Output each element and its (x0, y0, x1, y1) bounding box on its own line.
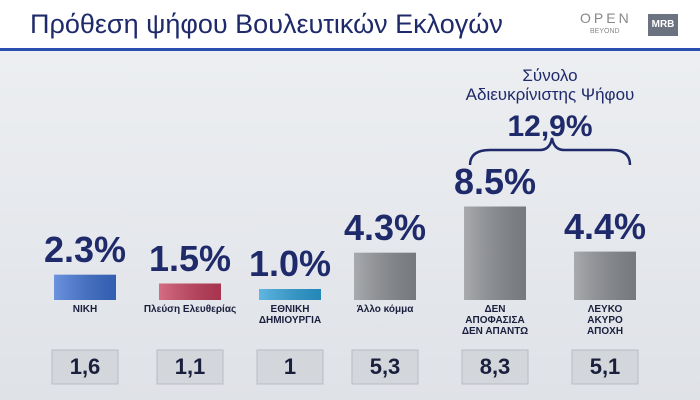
value-label: 4.4% (563, 205, 647, 247)
previous-box (256, 349, 324, 385)
value-label: 1.5% (148, 237, 232, 279)
previous-box (351, 349, 419, 385)
value-label: 4.3% (343, 206, 427, 248)
bar-shade (354, 252, 416, 300)
header: Πρόθεση ψήφου Βουλευτικών Εκλογών OPEN B… (0, 0, 700, 51)
previous-box (461, 349, 529, 385)
previous-label: 1,1 (175, 354, 206, 379)
bar-shade (54, 274, 116, 300)
category-label: ΕΘΝΙΚΗ ΔΗΜΙΟΥΡΓΙΑ (258, 304, 322, 326)
bar-shade (464, 206, 526, 300)
category-label: Πλεύση Ελευθερίας (143, 304, 237, 315)
bar-shade (574, 251, 636, 300)
previous-label: 1,6 (70, 354, 101, 379)
category-label: Άλλο κόμμα (356, 304, 414, 315)
value-label: 8.5% (453, 160, 537, 202)
brand: OPEN (580, 10, 632, 26)
annotation-value: 12,9% (507, 110, 593, 143)
category-label: ΛΕΥΚΟ ΑΚΥΡΟ ΑΠΟΧΗ (586, 304, 624, 337)
previous-label: 8,3 (480, 354, 511, 379)
previous-label: 1 (284, 354, 296, 379)
brand-sub: BEYOND (590, 28, 620, 35)
previous-box (51, 349, 119, 385)
category-label: ΝΙΚΗ (72, 304, 98, 315)
previous-label: 5,1 (590, 354, 621, 379)
bar-shade (259, 289, 321, 300)
value-label: 2.3% (43, 228, 127, 270)
chart-title: Πρόθεση ψήφου Βουλευτικών Εκλογών (30, 9, 503, 39)
previous-box (571, 349, 639, 385)
bar-shade (159, 283, 221, 300)
pollster: MRB (648, 14, 678, 36)
brace (468, 137, 632, 166)
previous-label: 5,3 (370, 354, 401, 379)
previous-box (156, 349, 224, 385)
annotation-text: Σύνολο Αδιευκρίνιστης Ψήφου (465, 66, 635, 104)
value-label: 1.0% (248, 243, 332, 284)
category-label: ΔΕΝ ΑΠΟΦΑΣΙΣΑ ΔΕΝ ΑΠΑΝΤΩ (461, 304, 529, 337)
